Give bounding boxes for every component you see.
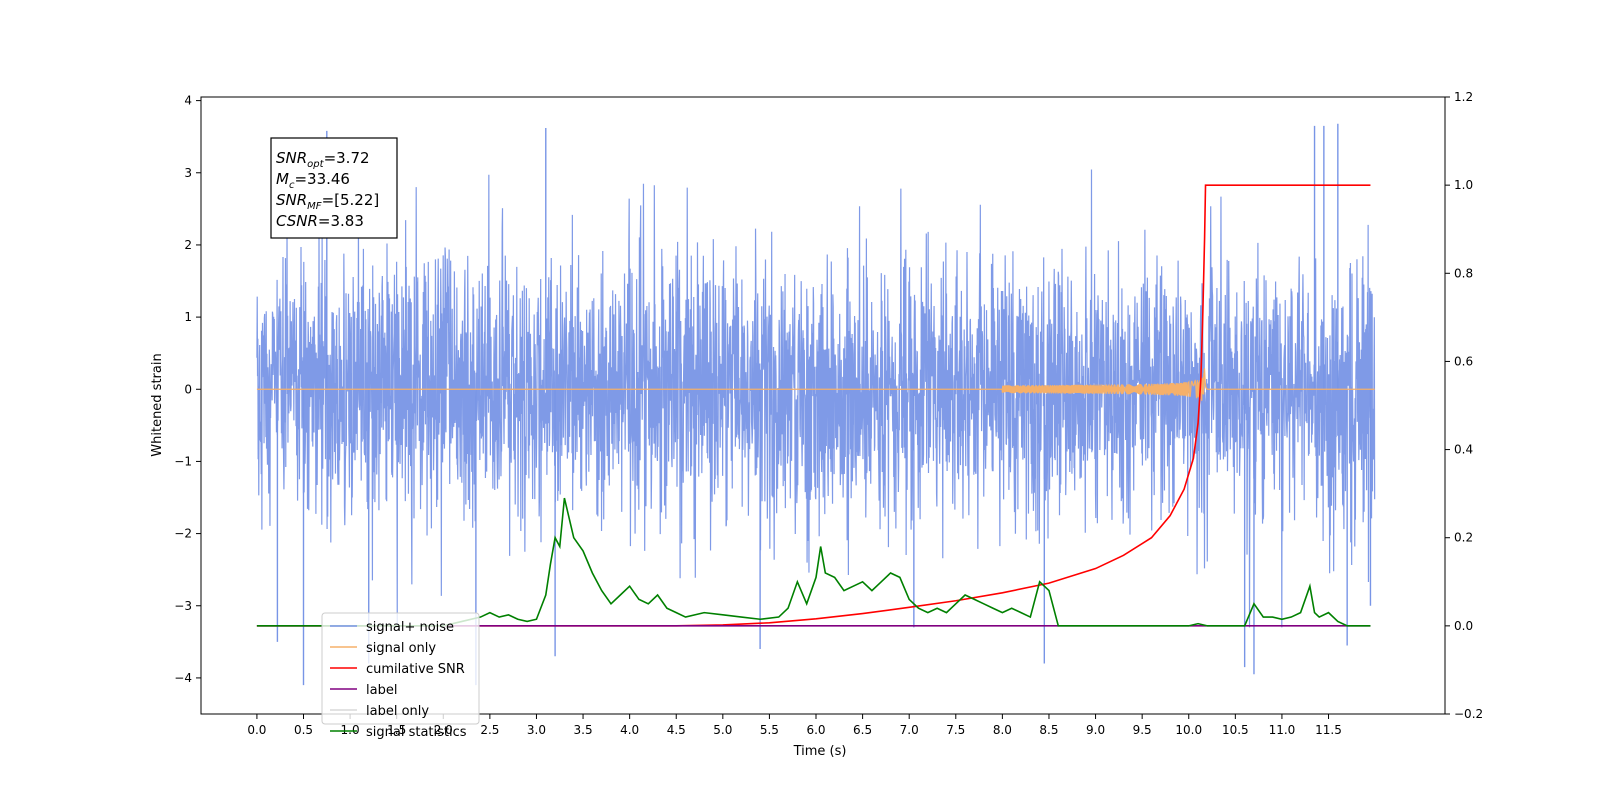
series-signal-statistics	[256, 497, 1371, 627]
legend-entry: label only	[366, 704, 429, 719]
legend: signal+ noise signal only cumilative SNR la…	[321, 612, 480, 740]
x-tick-label: 9.5	[1133, 723, 1152, 737]
series-signal-only	[256, 368, 1375, 401]
y-tick-label: −4	[174, 671, 192, 685]
y-tick-label: 2	[184, 238, 192, 252]
x-tick-label: 3.0	[527, 723, 546, 737]
x-tick-label: 4.0	[620, 723, 639, 737]
y-axis-left: 4 3 2 1 0 −1 −2 −3 −4	[174, 94, 201, 685]
annotation-line: SNRopt=3.72	[276, 149, 370, 170]
x-axis: 0.0 0.5 1.0 1.5 2.0 2.5 3.0 3.5 4.0 4.5 5.0 5.5 6.0 6…	[247, 714, 1342, 737]
x-tick-label: 3.5	[574, 723, 593, 737]
series-signal-noise	[256, 169, 1376, 628]
x-axis-label: Time (s)	[793, 744, 847, 759]
y-tick-label: −2	[174, 527, 192, 541]
y-tick-label: 3	[184, 166, 192, 180]
x-tick-label: 10.0	[1175, 723, 1202, 737]
x-tick-label: 9.0	[1086, 723, 1105, 737]
x-tick-label: 5.0	[713, 723, 732, 737]
x-tick-label: 0.5	[294, 723, 313, 737]
x-tick-label: 8.5	[1039, 723, 1058, 737]
plot-frame	[200, 96, 1446, 715]
legend-entry: signal statistics	[366, 725, 467, 740]
y2-tick-label: 0.2	[1454, 531, 1473, 545]
legend-frame	[321, 612, 480, 725]
x-tick-label: 1.5	[387, 723, 406, 737]
y-axis-right: 1.2 1.0 0.8 0.6 0.4 0.2 0.0 −0.2	[1445, 90, 1483, 721]
x-tick-label: 0.0	[247, 723, 266, 737]
x-tick-label: 11.0	[1269, 723, 1296, 737]
legend-entry: label	[366, 683, 397, 698]
x-tick-label: 11.5	[1315, 723, 1342, 737]
y-axis-label: Whitened strain	[150, 353, 165, 456]
annotation-frame	[270, 137, 398, 239]
legend-entry: cumilative SNR	[366, 662, 465, 677]
y2-tick-label: 1.0	[1454, 178, 1473, 192]
y2-tick-label: 0.6	[1454, 354, 1473, 368]
x-tick-label: 8.0	[993, 723, 1012, 737]
y2-tick-label: 0.8	[1454, 266, 1473, 280]
y2-tick-label: 1.2	[1454, 90, 1473, 104]
y-tick-label: 0	[184, 382, 192, 396]
x-tick-label: 6.5	[853, 723, 872, 737]
x-tick-label: 4.5	[667, 723, 686, 737]
y-tick-label: 4	[184, 94, 192, 108]
annotation-line: Mc=33.46	[276, 170, 350, 191]
y-tick-label: 1	[184, 310, 192, 324]
x-tick-label: 2.5	[480, 723, 499, 737]
y2-tick-label: 0.0	[1454, 619, 1473, 633]
legend-entry: signal only	[366, 641, 436, 656]
annotation-line: CSNR=3.83	[276, 212, 364, 230]
x-tick-label: 5.5	[760, 723, 779, 737]
x-tick-label: 10.5	[1222, 723, 1249, 737]
y-tick-label: −1	[174, 454, 192, 468]
y2-tick-label: 0.4	[1454, 443, 1473, 457]
x-tick-label: 7.0	[900, 723, 919, 737]
x-tick-label: 6.0	[806, 723, 825, 737]
y2-tick-label: −0.2	[1454, 707, 1483, 721]
x-tick-label: 2.0	[434, 723, 453, 737]
legend-entry: signal+ noise	[366, 620, 454, 635]
series-cumulative-snr	[256, 184, 1371, 627]
x-tick-label: 1.0	[341, 723, 360, 737]
y-tick-label: −3	[174, 599, 192, 613]
x-tick-label: 7.5	[946, 723, 965, 737]
annotation-line: SNRMF=[5.22]	[276, 191, 379, 212]
